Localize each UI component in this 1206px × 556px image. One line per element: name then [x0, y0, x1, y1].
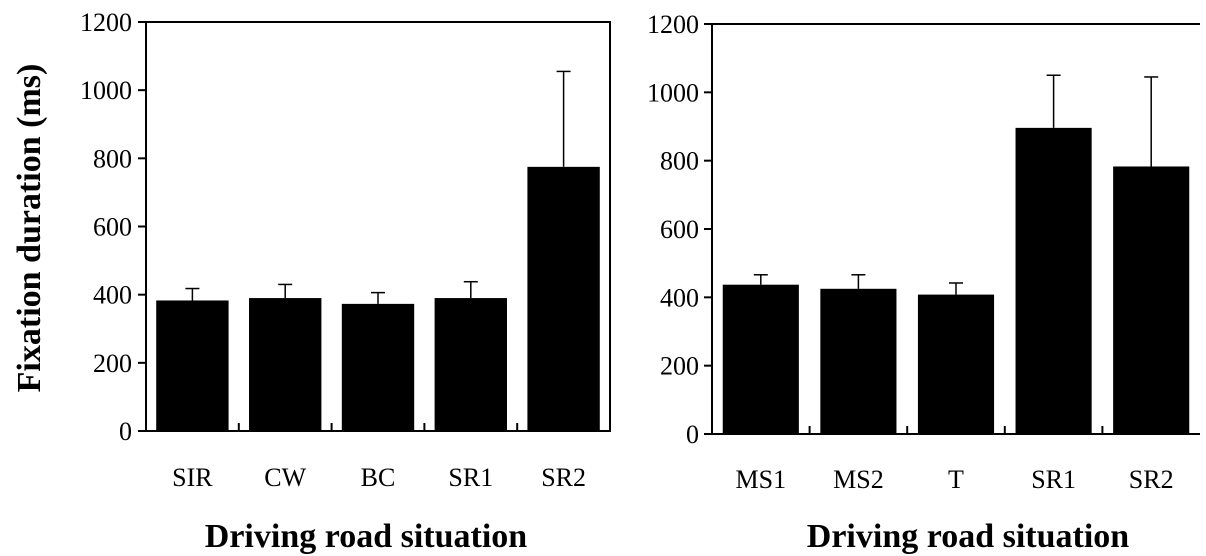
right-bar-t: [917, 294, 995, 434]
right-bar-sr2: [1113, 166, 1190, 434]
left-y-tick-label: 800: [93, 144, 132, 173]
right-bar-ms1: [722, 284, 799, 434]
right-category-label-sr2: SR2: [1129, 465, 1174, 494]
right-category-label-ms1: MS1: [736, 465, 787, 494]
right-y-tick-label: 200: [660, 352, 699, 381]
left-category-label-bc: BC: [361, 463, 396, 492]
right-bar-ms2: [820, 288, 897, 434]
right-y-tick-label: 600: [660, 215, 699, 244]
left-y-tick-label: 200: [93, 349, 132, 378]
right-category-label-sr1: SR1: [1031, 465, 1076, 494]
left-category-label-sir: SIR: [172, 463, 213, 492]
left-y-tick-label: 0: [119, 417, 132, 446]
left-category-label-sr2: SR2: [541, 463, 586, 492]
left-y-tick-label: 400: [93, 281, 132, 310]
left-bar-sr2: [527, 166, 600, 431]
right-y-tick-label: 0: [686, 420, 699, 449]
right-y-tick-label: 1200: [647, 10, 699, 39]
left-y-tick-label: 1000: [80, 76, 132, 105]
left-bar-cw: [249, 298, 322, 431]
left-y-tick-label: 600: [93, 213, 132, 242]
left-x-axis-title: Driving road situation: [205, 518, 528, 555]
left-bar-sir: [156, 300, 229, 431]
left-bar-sr1: [434, 298, 507, 431]
right-y-tick-label: 400: [660, 283, 699, 312]
right-bar-sr1: [1015, 127, 1092, 434]
left-bar-bc: [341, 303, 415, 431]
right-x-axis-title: Driving road situation: [807, 518, 1130, 555]
left-category-label-cw: CW: [264, 463, 306, 492]
left-y-tick-label: 1200: [80, 8, 132, 37]
right-category-label-t: T: [948, 465, 964, 494]
left-y-axis-title: Fixation duration (ms): [11, 64, 48, 393]
left-chart-panel: Fixation duration (ms) Driving road situ…: [11, 8, 611, 555]
right-chart-panel: Driving road situation 0 200 400 600 800 1000…: [647, 10, 1200, 555]
right-y-tick-label: 1000: [647, 78, 699, 107]
right-category-label-ms2: MS2: [833, 465, 884, 494]
right-y-tick-label: 800: [660, 147, 699, 176]
left-category-label-sr1: SR1: [448, 463, 493, 492]
